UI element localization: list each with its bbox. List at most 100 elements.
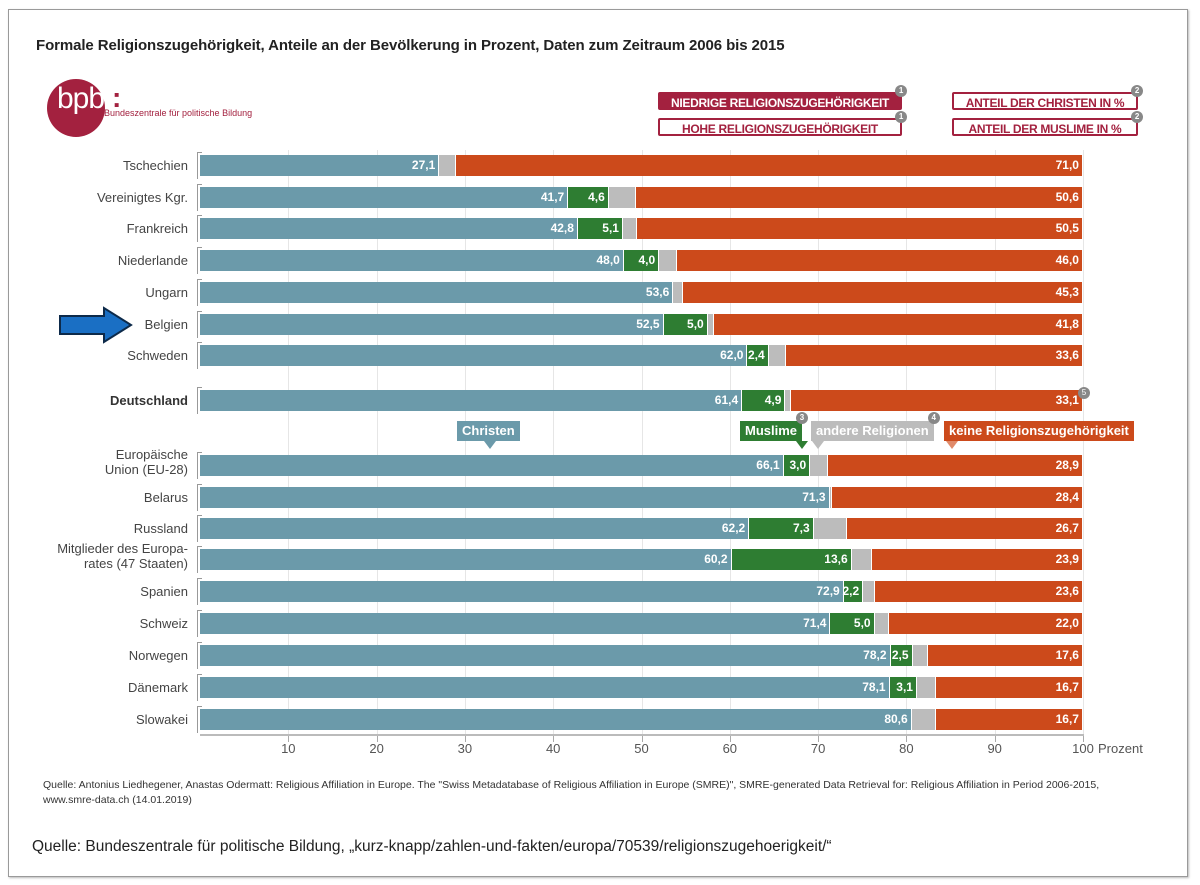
- bar-segment-christen: 48,0: [200, 250, 624, 271]
- bar-segment-keine-value-label: 23,6: [1055, 584, 1079, 598]
- bar-segment-muslime-value-label: 5,0: [853, 616, 871, 630]
- bar-segment-muslime: 3,1: [889, 677, 917, 698]
- x-axis-unit-label: Prozent: [1098, 741, 1143, 756]
- gridline: [376, 150, 378, 735]
- bar-segment-keine: 33,1: [790, 390, 1083, 411]
- bar-segment-muslime: 7,3: [749, 518, 814, 539]
- bar-segment-muslime-value-label: 4,6: [588, 190, 605, 204]
- bar-segment-keine-value-label: 28,4: [1055, 490, 1079, 504]
- legend-high-affiliation: HOHE RELIGIONSZUGEHÖRIGKEIT 1: [658, 111, 907, 136]
- bar-segment-christen-value-label: 61,4: [714, 393, 739, 407]
- row-label: Dänemark: [128, 680, 188, 695]
- x-tick: [729, 734, 731, 742]
- bar-segment-andere: [659, 250, 677, 271]
- bar-segment-andere: [707, 314, 714, 335]
- bar-segment-andere: [810, 455, 828, 476]
- bar-segment-andere: [912, 645, 928, 666]
- row-label: Frankreich: [126, 221, 188, 236]
- x-tick-label: 80: [899, 741, 914, 756]
- x-tick: [376, 734, 378, 742]
- bar-segment-christen: 42,8: [200, 218, 578, 239]
- bar-segment-keine-value-label: 33,1: [1055, 393, 1079, 407]
- bar-segment-andere: [863, 581, 875, 602]
- bar-segment-muslime: 13,6: [731, 549, 852, 570]
- bar-segment-christen-value-label: 66,1: [756, 458, 780, 472]
- bar-segment-muslime-value-label: 5,1: [602, 221, 619, 235]
- bar-segment-keine-value-label: 16,7: [1055, 680, 1079, 694]
- bar-segment-muslime-value-label: 3,0: [789, 458, 807, 472]
- bar-segment-christen: 60,2: [200, 549, 732, 570]
- bar-segment-andere: [768, 345, 787, 366]
- bar-segment-muslime: 3,0: [783, 455, 811, 476]
- bar-segment-keine-value-label: 71,0: [1055, 158, 1079, 172]
- bar-segment-keine: 50,5: [637, 218, 1083, 239]
- bar-segment-muslime: 2,5: [890, 645, 913, 666]
- bar-segment-andere: [916, 677, 936, 698]
- gridline: [906, 150, 908, 735]
- bar-segment-christen: 61,4: [200, 390, 743, 411]
- gridline: [288, 150, 290, 735]
- x-tick: [906, 734, 908, 742]
- row-label-line: Europäische: [115, 447, 188, 462]
- footnote-badge: 1: [895, 111, 907, 123]
- legend-muslim-share-label: ANTEIL DER MUSLIME IN %: [968, 122, 1122, 136]
- x-tick: [288, 734, 290, 742]
- x-tick-label: 70: [810, 741, 826, 756]
- bar-segment-muslime: 4,9: [742, 390, 786, 411]
- row-bracket: [197, 610, 202, 637]
- gridline: [641, 150, 643, 735]
- gridline: [729, 150, 731, 735]
- bar-segment-christen-value-label: 62,0: [720, 348, 744, 362]
- row-bracket: [197, 152, 202, 179]
- footnote-badge: 4: [927, 412, 940, 424]
- footnote-badge: 2: [1131, 85, 1143, 97]
- row-label: Belgien: [144, 317, 188, 332]
- x-tick-label: 30: [457, 741, 473, 756]
- series-tag-andere: andere Religionen 4: [811, 412, 940, 449]
- bar-segment-christen: 78,2: [200, 645, 891, 666]
- source-note-bpb: Quelle: Bundeszentrale für politische Bi…: [32, 838, 832, 855]
- row-label: Norwegen: [128, 648, 188, 663]
- figure-frame: [8, 9, 1188, 877]
- row-bracket: [197, 642, 202, 669]
- row-bracket: [197, 546, 202, 573]
- row-bracket: [197, 706, 202, 733]
- x-tick-label: 60: [722, 741, 738, 756]
- row-label: Vereinigtes Kgr.: [96, 190, 188, 205]
- bar-segment-keine-value-label: 33,6: [1055, 348, 1079, 362]
- bar-segment-keine-value-label: 50,6: [1055, 190, 1079, 204]
- series-tag-muslime-label: Muslime: [745, 423, 798, 438]
- footnote-badge: 2: [1131, 111, 1143, 123]
- bar-segment-keine: 46,0: [676, 250, 1083, 271]
- row-bracket: [197, 215, 202, 242]
- bar-segment-christen: 78,1: [200, 677, 890, 698]
- row-label: Ungarn: [145, 285, 188, 300]
- bar-segment-keine-value-label: 50,5: [1055, 221, 1079, 235]
- bar-segment-christen: 66,1: [200, 455, 784, 476]
- row-label: Belarus: [143, 490, 188, 505]
- bar-segment-keine: 45,3: [683, 282, 1083, 303]
- gridline: [994, 150, 996, 735]
- bar-segment-keine: 41,8: [713, 314, 1083, 335]
- bar-segment-christen-value-label: 52,5: [636, 317, 660, 331]
- bar-segment-andere: [673, 282, 683, 303]
- row-bracket: [197, 342, 202, 369]
- bar-segment-keine-value-label: 45,3: [1055, 285, 1079, 299]
- x-tick-label: 90: [987, 741, 1002, 756]
- bar-segment-keine-value-label: 16,7: [1055, 712, 1079, 726]
- bar-segment-christen-value-label: 41,7: [540, 190, 565, 204]
- x-tick: [641, 734, 643, 742]
- x-tick-label: 100: [1072, 741, 1094, 756]
- series-tag-andere-label: andere Religionen: [816, 423, 929, 438]
- bar-segment-keine: 28,9: [827, 455, 1083, 476]
- chart-title: Formale Religionszugehörigkeit, Anteile …: [36, 37, 785, 54]
- bar-segment-keine: 16,7: [935, 677, 1083, 698]
- footnote-badge: 5: [1078, 387, 1090, 399]
- x-tick-label: 50: [634, 741, 649, 756]
- row-bracket: [197, 247, 202, 274]
- x-tick: [1083, 734, 1084, 742]
- bar-segment-christen-value-label: 48,0: [596, 253, 620, 267]
- legend-christian-share-label: ANTEIL DER CHRISTEN IN %: [965, 96, 1125, 110]
- row-label: Spanien: [140, 584, 188, 599]
- bar-segment-andere: [622, 218, 638, 239]
